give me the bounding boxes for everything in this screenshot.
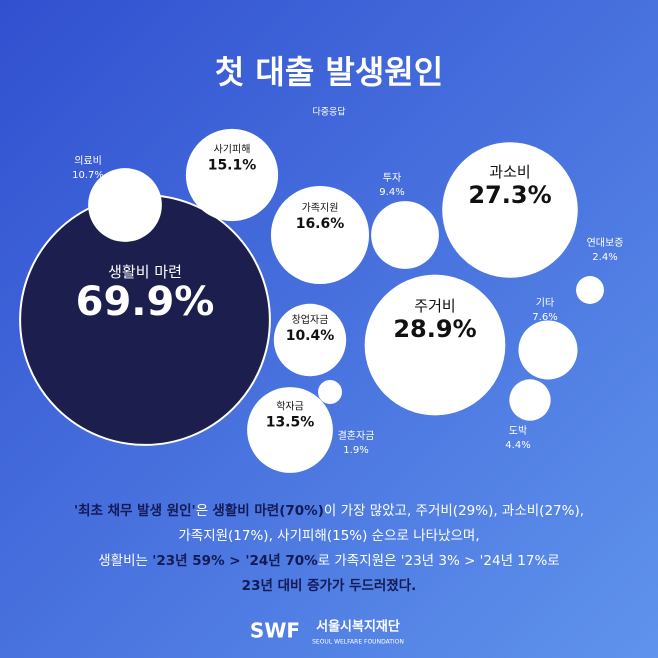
value-label: 28.9% — [393, 315, 476, 343]
value-label: 69.9% — [76, 279, 215, 325]
value-label: 1.9% — [343, 445, 368, 456]
bubble — [185, 128, 279, 222]
category-label: 결혼자금 — [338, 429, 375, 442]
value-label: 16.6% — [296, 216, 345, 232]
caption-segment: 로 가족지원은 '23년 3% > '24년 17%로 — [318, 553, 560, 569]
bubble — [576, 276, 604, 304]
category-label: 도박 — [509, 425, 527, 437]
category-label: 가족지원 — [302, 202, 339, 214]
caption-line: 23년 대비 증가가 두드러졌다. — [242, 577, 417, 594]
caption-line: 가족지원(17%), 사기피해(15%) 순으로 나타났으며, — [178, 528, 479, 544]
value-label: 4.4% — [505, 440, 530, 451]
bubble — [273, 303, 347, 377]
caption-segment: 은 — [196, 503, 213, 519]
category-label: 생활비 마련 — [108, 263, 182, 281]
caption-segment: 생활비 마련(70%) — [212, 502, 323, 519]
bubble — [270, 185, 370, 285]
bubble — [509, 379, 551, 421]
category-label: 주거비 — [414, 297, 455, 315]
caption-segment: '23년 59% > '24년 70% — [152, 553, 318, 569]
value-label: 15.1% — [208, 158, 257, 174]
subtitle: 다중응답 — [312, 106, 345, 118]
bubble — [442, 142, 578, 278]
bubble — [518, 320, 578, 380]
value-label: 9.4% — [379, 187, 404, 198]
logo-name: 서울시복지재단 — [316, 619, 400, 635]
value-label: 7.6% — [532, 312, 557, 323]
caption-segment: 23년 대비 증가가 두드러졌다. — [242, 577, 417, 594]
value-label: 13.5% — [266, 414, 315, 430]
category-label: 과소비 — [489, 163, 530, 181]
bubble — [247, 387, 333, 473]
caption-line: '최초 채무 발생 원인'은 생활비 마련(70%)이 가장 많았고, 주거비(… — [74, 502, 584, 519]
value-label: 2.4% — [592, 252, 617, 263]
caption-line: 생활비는 '23년 59% > '24년 70%로 가족지원은 '23년 3% … — [98, 553, 559, 569]
category-label: 사기피해 — [214, 143, 251, 156]
caption-segment: '최초 채무 발생 원인' — [74, 502, 196, 519]
category-label: 연대보증 — [587, 237, 624, 249]
value-label: 10.7% — [72, 170, 104, 181]
value-label: 27.3% — [468, 181, 551, 209]
bubble — [88, 168, 162, 242]
bubble — [364, 274, 506, 416]
bubble — [318, 380, 342, 404]
category-label: 창업자금 — [292, 313, 329, 326]
title: 첫 대출 발생원인 — [215, 53, 443, 91]
category-label: 기타 — [536, 297, 554, 309]
logo-mark: SWF — [250, 619, 300, 643]
category-label: 학자금 — [276, 400, 304, 412]
value-label: 10.4% — [286, 328, 335, 344]
logo-tagline: SEOUL WELFARE FOUNDATION — [312, 639, 404, 646]
bubble — [371, 201, 439, 269]
category-label: 투자 — [383, 172, 401, 184]
caption-segment: 이 가장 많았고, 주거비(29%), 과소비(27%), — [324, 503, 584, 519]
caption-segment: 생활비는 — [98, 553, 152, 569]
caption-segment: 가족지원(17%), 사기피해(15%) 순으로 나타났으며, — [178, 528, 479, 544]
category-label: 의료비 — [74, 155, 102, 167]
